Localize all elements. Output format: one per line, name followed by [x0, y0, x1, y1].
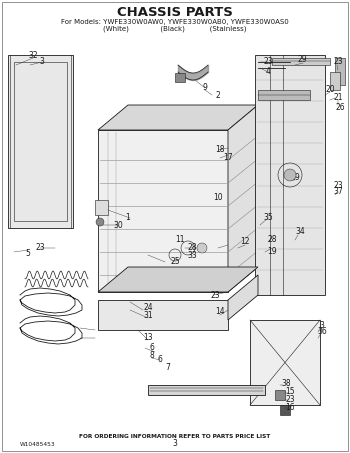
Text: 28: 28: [267, 236, 277, 245]
Text: 3: 3: [320, 321, 324, 329]
Text: FOR ORDERING INFORMATION REFER TO PARTS PRICE LIST: FOR ORDERING INFORMATION REFER TO PARTS …: [79, 434, 271, 439]
Polygon shape: [8, 55, 73, 228]
Text: 9: 9: [203, 83, 208, 92]
Text: (White)              (Black)           (Stainless): (White) (Black) (Stainless): [103, 26, 247, 32]
Polygon shape: [258, 90, 310, 100]
Text: 6: 6: [149, 343, 154, 352]
Text: 36: 36: [317, 328, 327, 337]
Text: 29: 29: [297, 56, 307, 64]
Text: 23: 23: [333, 58, 343, 67]
Text: CHASSIS PARTS: CHASSIS PARTS: [117, 5, 233, 19]
Text: 3: 3: [40, 57, 44, 66]
Text: 25: 25: [170, 257, 180, 266]
Text: 14: 14: [215, 308, 225, 317]
Text: 38: 38: [281, 379, 291, 387]
Text: 11: 11: [175, 236, 185, 245]
Text: 6: 6: [158, 356, 162, 365]
Text: 26: 26: [335, 103, 345, 112]
Polygon shape: [228, 275, 258, 320]
Text: 12: 12: [240, 237, 250, 246]
Polygon shape: [175, 73, 185, 82]
Text: 32: 32: [28, 52, 38, 61]
Text: 18: 18: [215, 145, 225, 154]
Text: 7: 7: [166, 363, 170, 372]
Text: 4: 4: [266, 67, 271, 77]
Polygon shape: [98, 105, 258, 130]
Text: For Models: YWFE330W0AW0, YWFE330W0AB0, YWFE330W0AS0: For Models: YWFE330W0AW0, YWFE330W0AB0, …: [61, 19, 289, 25]
Text: 10: 10: [213, 193, 223, 202]
Polygon shape: [280, 405, 290, 415]
Polygon shape: [98, 300, 228, 330]
Text: 20: 20: [325, 86, 335, 95]
Polygon shape: [148, 385, 265, 395]
Polygon shape: [98, 130, 228, 292]
Circle shape: [96, 218, 104, 226]
Text: 2: 2: [216, 91, 220, 100]
Text: 15: 15: [285, 387, 295, 396]
Text: 31: 31: [143, 312, 153, 321]
Text: 28: 28: [187, 244, 197, 252]
Text: 24: 24: [143, 304, 153, 313]
Text: 5: 5: [26, 249, 30, 257]
Polygon shape: [272, 58, 330, 65]
Text: 23: 23: [285, 395, 295, 405]
Polygon shape: [250, 320, 320, 405]
Text: 30: 30: [113, 222, 123, 231]
Text: 33: 33: [187, 251, 197, 260]
Text: 23: 23: [210, 290, 220, 299]
Text: 34: 34: [295, 227, 305, 236]
Polygon shape: [228, 105, 258, 292]
Text: W10485453: W10485453: [20, 442, 56, 447]
Text: 17: 17: [223, 154, 233, 163]
Text: 1: 1: [126, 213, 130, 222]
Circle shape: [197, 243, 207, 253]
Text: 37: 37: [333, 188, 343, 197]
Circle shape: [284, 169, 296, 181]
Polygon shape: [275, 390, 285, 400]
Polygon shape: [98, 267, 258, 292]
Text: 39: 39: [290, 173, 300, 183]
Polygon shape: [335, 58, 345, 85]
Polygon shape: [330, 72, 340, 90]
Text: 23: 23: [333, 180, 343, 189]
Polygon shape: [95, 200, 108, 215]
Text: 16: 16: [285, 404, 295, 413]
Text: 8: 8: [150, 352, 154, 361]
Text: 35: 35: [263, 213, 273, 222]
Text: 23: 23: [263, 58, 273, 67]
Text: 21: 21: [333, 93, 343, 102]
Text: 19: 19: [267, 247, 277, 256]
Text: 23: 23: [35, 244, 45, 252]
Polygon shape: [255, 55, 325, 295]
Text: 13: 13: [143, 333, 153, 342]
Text: 3: 3: [173, 439, 177, 448]
